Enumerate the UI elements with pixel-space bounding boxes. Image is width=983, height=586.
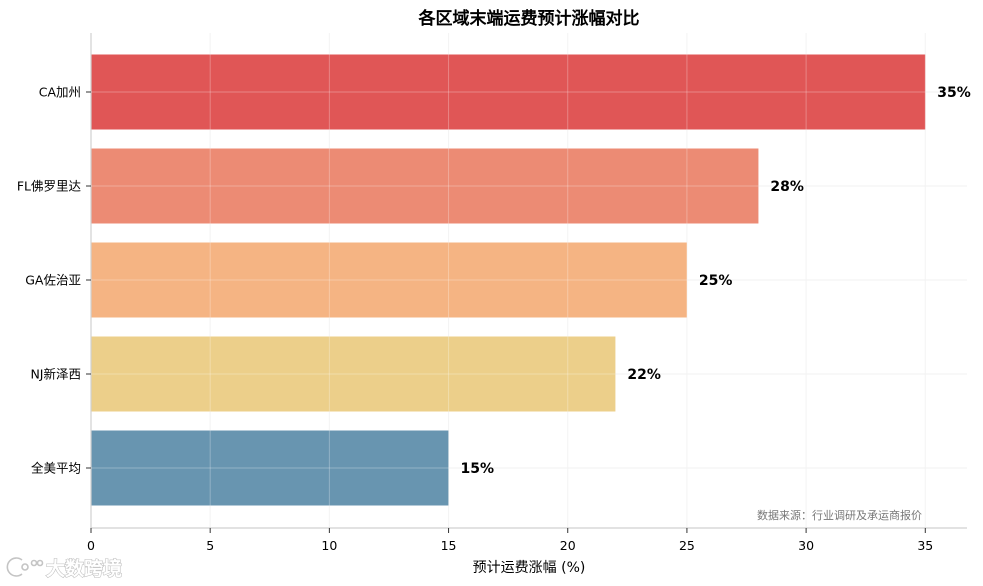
bar-value-label: 28%: [770, 179, 804, 195]
bar-value-label: 25%: [699, 273, 733, 289]
watermark-logo-icon: [6, 557, 44, 577]
category-label: CA加州: [39, 85, 81, 100]
bar-4: [91, 336, 616, 412]
x-ticks: 0 5 10 15 20 25 30 35: [87, 528, 933, 553]
grid-overlay: [91, 33, 926, 528]
x-tick-label: 10: [321, 538, 337, 553]
x-axis-label: 预计运费涨幅 (%): [473, 560, 586, 576]
x-tick-label: 20: [560, 538, 576, 553]
chart-title: 各区域末端运费预计涨幅对比: [418, 8, 640, 29]
bars: [91, 54, 926, 506]
bar-value-label: 35%: [937, 85, 971, 101]
bar-value-label: 15%: [461, 461, 495, 477]
x-tick-label: 35: [917, 538, 933, 553]
category-label: 全美平均: [31, 461, 81, 476]
bar-5: [91, 430, 449, 506]
x-tick-label: 30: [798, 538, 814, 553]
category-label: FL佛罗里达: [17, 179, 82, 194]
bar-2: [91, 148, 759, 224]
x-tick-label: 25: [679, 538, 695, 553]
bar-1: [91, 54, 926, 130]
bar-3: [91, 242, 687, 318]
category-label: GA佐治亚: [25, 273, 81, 288]
watermark: 大数跨境: [6, 556, 123, 581]
bar-value-label: 22%: [627, 367, 661, 383]
source-annotation: 数据来源：行业调研及承运商报价: [757, 508, 922, 522]
data-labels: 35% 28% 25% 22% 15%: [461, 85, 971, 477]
x-tick-label: 15: [441, 538, 457, 553]
category-label: NJ新泽西: [30, 367, 81, 382]
watermark-text: 大数跨境: [46, 557, 122, 580]
x-tick-label: 0: [87, 538, 95, 553]
x-tick-label: 5: [206, 538, 214, 553]
